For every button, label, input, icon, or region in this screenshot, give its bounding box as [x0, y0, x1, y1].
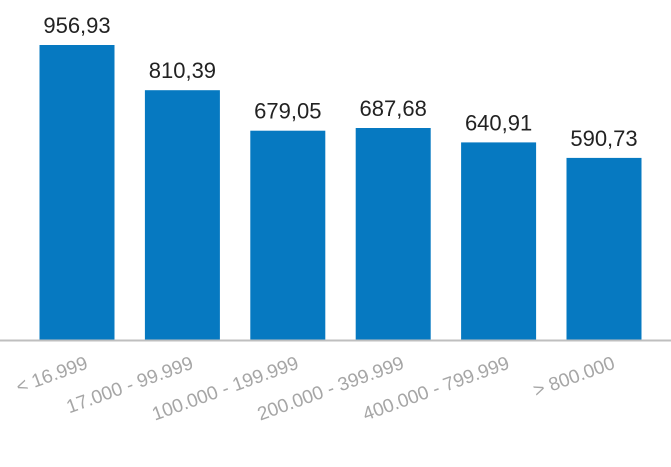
bar-4	[355, 128, 431, 340]
x-tick-label-1: < 16.999	[14, 353, 91, 398]
bar-6	[566, 157, 642, 340]
bar-5	[461, 142, 537, 340]
value-label-3: 679,05	[254, 99, 321, 124]
value-label-5: 640,91	[465, 110, 532, 135]
value-labels-layer: 956,93 810,39 679,05 687,68 640,91 590,73	[43, 13, 637, 151]
bar-2	[144, 90, 220, 340]
bar-1	[39, 45, 115, 340]
value-label-4: 687,68	[360, 96, 427, 121]
value-label-1: 956,93	[43, 13, 110, 38]
bar-3	[250, 130, 326, 340]
x-tick-label-6: > 800.000	[531, 353, 618, 402]
value-label-6: 590,73	[570, 126, 637, 151]
value-label-2: 810,39	[149, 58, 216, 83]
bars-layer	[39, 45, 642, 340]
